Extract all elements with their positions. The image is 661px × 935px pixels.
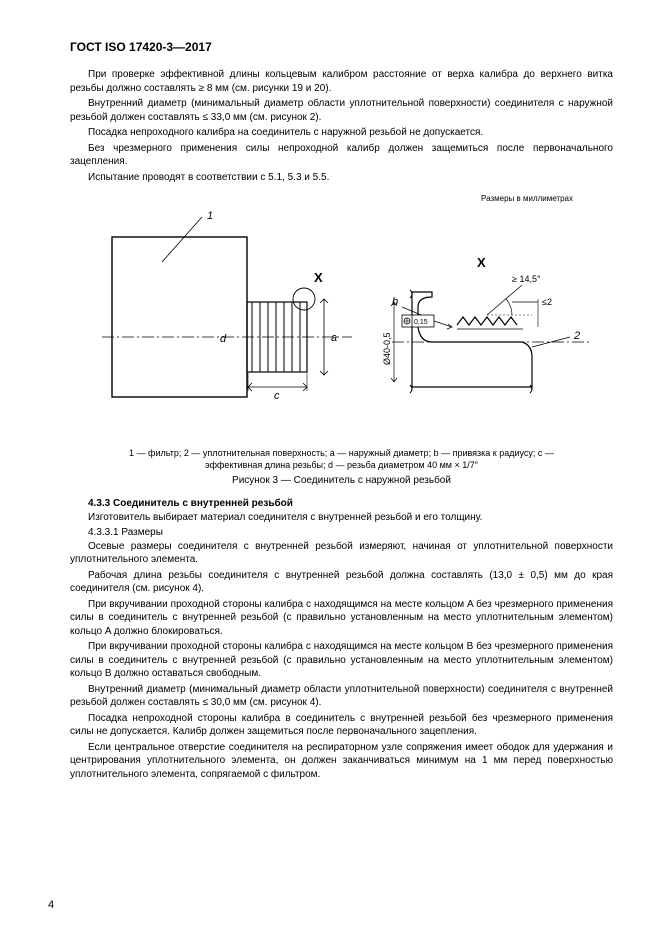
dim-le2: ≤2 xyxy=(542,297,552,307)
document-page: ГОСТ ISO 17420-3—2017 При проверке эффек… xyxy=(0,0,661,935)
paragraph: При вкручивании проходной стороны калибр… xyxy=(70,598,613,639)
document-code: ГОСТ ISO 17420-3—2017 xyxy=(70,40,613,54)
dimensions-label: Размеры в миллиметрах xyxy=(70,194,573,203)
label-1: 1 xyxy=(207,210,213,222)
paragraph: Рабочая длина резьбы соединителя с внутр… xyxy=(70,569,613,596)
label-c: c xyxy=(274,390,280,402)
section-heading: 4.3.3 Соединитель с внутренней резьбой xyxy=(70,498,613,509)
label-a: a xyxy=(331,332,337,344)
paragraph: Внутренний диаметр (минимальный диаметр … xyxy=(70,97,613,124)
paragraph: Посадка непроходной стороны калибра в со… xyxy=(70,712,613,739)
dim-d40: Ø40-0,5 xyxy=(382,332,392,365)
label-x-right: X xyxy=(477,255,486,270)
paragraph: При проверке эффективной длины кольцевым… xyxy=(70,68,613,95)
paragraph: При вкручивании проходной стороны калибр… xyxy=(70,640,613,681)
figure-title: Рисунок 3 — Соединитель с наружной резьб… xyxy=(70,475,613,486)
dim-angle: ≥ 14,5° xyxy=(512,274,541,284)
paragraph: Если центральное отверстие соединителя н… xyxy=(70,741,613,782)
paragraph: Испытание проводят в соответствии с 5.1,… xyxy=(70,171,613,185)
subsection-heading: 4.3.3.1 Размеры xyxy=(70,527,613,538)
paragraph: Осевые размеры соединителя с внутренней … xyxy=(70,540,613,567)
figure-3: 1 X a c xyxy=(70,207,613,442)
paragraph: Изготовитель выбирает материал соедините… xyxy=(70,511,613,525)
page-number: 4 xyxy=(48,899,54,911)
label-d: d xyxy=(220,333,227,345)
paragraph: Внутренний диаметр (минимальный диаметр … xyxy=(70,683,613,710)
label-b: b xyxy=(392,296,398,308)
label-x-left: X xyxy=(314,270,323,285)
figure-caption: 1 — фильтр; 2 — уплотнительная поверхнос… xyxy=(100,448,583,471)
label-2: 2 xyxy=(573,330,580,342)
paragraph: Посадка непроходного калибра на соединит… xyxy=(70,126,613,140)
paragraph: Без чрезмерного применения силы непроход… xyxy=(70,142,613,169)
dim-015: 0,15 xyxy=(414,319,428,326)
